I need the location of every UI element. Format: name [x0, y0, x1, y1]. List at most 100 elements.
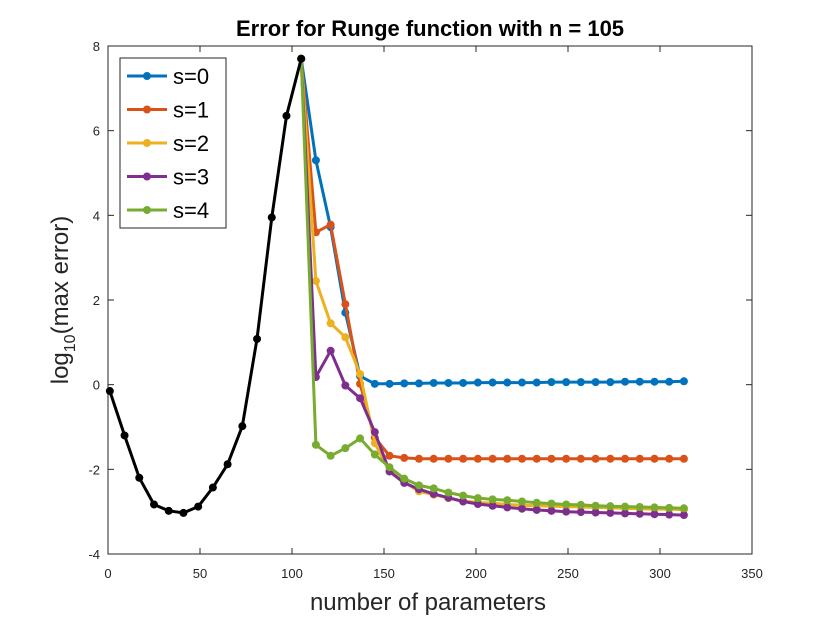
series-s4-point	[518, 497, 526, 506]
series-s2-point	[341, 333, 350, 342]
series-s1-point	[518, 454, 526, 463]
series-s4-point	[635, 503, 644, 512]
series-s4-point	[356, 434, 365, 443]
series-s1-point	[606, 454, 615, 463]
series-s4-point	[429, 484, 438, 493]
x-tick-label: 0	[104, 566, 111, 581]
series-s0-point	[562, 378, 571, 387]
series-s1-point	[400, 453, 409, 462]
x-axis-label: number of parameters	[310, 589, 546, 616]
y-axis-label-suffix: (max error)	[47, 216, 74, 335]
legend-label: s=2	[173, 131, 209, 156]
series-s4-point	[532, 498, 541, 507]
series-s1-point	[341, 300, 350, 309]
series-s1-point	[562, 454, 571, 463]
y-tick-label: 0	[93, 378, 100, 393]
series-s0-point	[473, 378, 482, 387]
series-s3-point	[518, 504, 526, 513]
y-axis-label-subscript: 10	[62, 334, 79, 352]
series-s1-point	[326, 220, 335, 229]
legend-item: s=4	[127, 198, 209, 223]
x-tick-label: 50	[193, 566, 207, 581]
series-base-point	[253, 334, 262, 343]
series-s0-point	[518, 378, 526, 387]
y-tick-label: 2	[93, 293, 100, 308]
series-s4-point	[621, 502, 630, 511]
series-s0-point	[591, 378, 600, 387]
series-s4-point	[459, 491, 468, 500]
series-s4-point	[341, 444, 350, 453]
x-tick-label: 350	[741, 566, 763, 581]
series-s3-point	[679, 511, 688, 520]
x-tick-label: 300	[649, 566, 671, 581]
series-s4-point	[503, 496, 512, 505]
legend-label: s=0	[173, 64, 209, 89]
series-s0-point	[429, 378, 438, 387]
series-s4-point	[326, 451, 335, 460]
series-s1-point	[650, 454, 659, 463]
series-base-point	[223, 460, 232, 469]
series-s1-point	[621, 454, 630, 463]
legend-label: s=4	[173, 198, 209, 223]
series-s4-point	[665, 503, 674, 512]
y-tick-label: 4	[93, 208, 100, 223]
series-s1-point	[473, 454, 482, 463]
series-s1-point	[547, 454, 556, 463]
series-s4-point	[414, 481, 423, 490]
legend-swatch-marker	[143, 206, 151, 214]
series-s3-point	[356, 394, 365, 403]
y-axis-label-prefix: log	[47, 352, 74, 384]
series-s0-point	[488, 378, 497, 387]
series-s0-point	[444, 378, 453, 387]
series-s4-point	[606, 502, 615, 511]
series-s1-point	[635, 454, 644, 463]
series-s0-point	[385, 379, 394, 388]
series-s1-point	[665, 454, 674, 463]
x-axis: 0 50 100 150 200 250 300 350	[104, 46, 763, 581]
series-base-point	[238, 422, 247, 431]
series-s0-point	[665, 377, 674, 386]
series-s1-point	[532, 454, 541, 463]
series-s0-point	[621, 377, 630, 386]
series-base-point	[282, 111, 291, 120]
series-s3-point	[635, 509, 644, 518]
series-s0-point	[547, 378, 556, 387]
series-s4-point	[576, 500, 585, 509]
y-axis: -4 -2 0 2 4 6 8	[88, 39, 752, 562]
series-base-point	[208, 483, 217, 492]
series-s1-point	[576, 454, 585, 463]
series-s3	[297, 54, 688, 520]
series-s3-point	[562, 507, 571, 516]
series-s3-point	[576, 508, 585, 517]
series-s1-point	[679, 454, 688, 463]
series-s0-point	[650, 377, 659, 386]
y-tick-label: 8	[93, 39, 100, 54]
legend-item: s=3	[127, 165, 209, 190]
series-s3-point	[429, 489, 438, 498]
legend-swatch-marker	[143, 139, 151, 147]
x-tick-label: 150	[373, 566, 395, 581]
x-tick-label: 200	[465, 566, 487, 581]
series-s0-point	[414, 379, 423, 388]
series-s4-point	[488, 495, 497, 504]
series-s4-point	[650, 503, 659, 512]
series-s1-point	[591, 454, 600, 463]
y-tick-label: -4	[88, 547, 100, 562]
series-s1-point	[414, 454, 423, 463]
x-tick-label: 250	[557, 566, 579, 581]
series-s4-point	[311, 440, 320, 449]
legend-swatch-marker	[143, 105, 151, 114]
series-base-point	[164, 506, 173, 515]
series-s0-point	[400, 379, 409, 388]
series-s3-point	[532, 505, 541, 514]
legend-item: s=0	[127, 64, 209, 89]
series-s4-point	[679, 504, 688, 513]
series-s0-point	[311, 156, 320, 165]
series-s4-point	[370, 450, 379, 459]
series-s1-point	[459, 454, 468, 463]
series-s3-point	[621, 509, 630, 518]
series-s3-point	[591, 508, 600, 517]
series-s1-point	[429, 454, 438, 463]
series-s4-point	[562, 500, 571, 509]
series-s2-point	[311, 276, 320, 285]
